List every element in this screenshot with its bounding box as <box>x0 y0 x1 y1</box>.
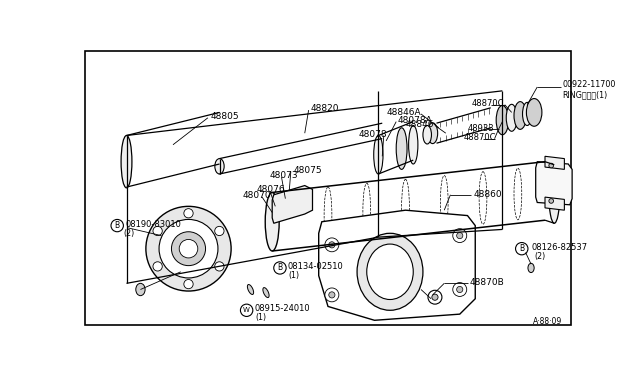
Text: 48860: 48860 <box>474 189 502 199</box>
Circle shape <box>329 292 335 298</box>
Circle shape <box>111 219 124 232</box>
Ellipse shape <box>367 244 413 299</box>
Polygon shape <box>545 156 564 169</box>
Text: B: B <box>277 263 282 272</box>
Circle shape <box>428 290 442 304</box>
Ellipse shape <box>528 263 534 273</box>
Text: (1): (1) <box>255 314 266 323</box>
Ellipse shape <box>527 99 542 126</box>
Ellipse shape <box>428 123 438 144</box>
Circle shape <box>184 279 193 289</box>
Circle shape <box>184 209 193 218</box>
Text: 48070: 48070 <box>243 191 271 200</box>
Text: 48078: 48078 <box>359 130 388 139</box>
Ellipse shape <box>136 283 145 296</box>
Polygon shape <box>545 197 564 210</box>
Circle shape <box>172 232 205 266</box>
Text: (2): (2) <box>123 229 134 238</box>
Polygon shape <box>319 210 476 320</box>
Ellipse shape <box>248 285 253 295</box>
Ellipse shape <box>121 135 132 188</box>
Polygon shape <box>536 162 572 205</box>
Circle shape <box>457 232 463 239</box>
Ellipse shape <box>408 125 418 164</box>
Text: W: W <box>243 307 250 313</box>
Circle shape <box>452 283 467 296</box>
Text: (2): (2) <box>535 252 546 261</box>
Circle shape <box>153 226 163 235</box>
Ellipse shape <box>396 128 407 169</box>
Circle shape <box>549 199 554 203</box>
Text: 08915-24010: 08915-24010 <box>254 304 310 313</box>
Text: 48870C: 48870C <box>463 133 496 142</box>
Circle shape <box>325 288 339 302</box>
Circle shape <box>241 304 253 317</box>
Ellipse shape <box>506 104 517 131</box>
Circle shape <box>452 229 467 243</box>
Circle shape <box>274 262 286 274</box>
Text: 48076: 48076 <box>257 185 285 194</box>
Polygon shape <box>272 186 312 223</box>
Text: 48933: 48933 <box>467 124 494 133</box>
Text: 48870B: 48870B <box>470 278 504 287</box>
Circle shape <box>549 163 554 168</box>
Text: 48805: 48805 <box>210 112 239 121</box>
Text: 48820: 48820 <box>311 104 339 113</box>
Text: B: B <box>115 221 120 230</box>
Circle shape <box>457 286 463 293</box>
Circle shape <box>329 242 335 248</box>
Ellipse shape <box>357 233 423 310</box>
Text: 48078A: 48078A <box>397 116 433 125</box>
Ellipse shape <box>423 125 431 144</box>
Text: 08190-83010: 08190-83010 <box>125 219 182 228</box>
Ellipse shape <box>496 106 509 135</box>
Text: B: B <box>519 244 524 253</box>
Text: 48846A: 48846A <box>386 108 420 117</box>
Circle shape <box>432 294 438 300</box>
Text: A·88·09: A·88·09 <box>532 317 562 326</box>
Ellipse shape <box>549 165 560 223</box>
Ellipse shape <box>263 288 269 298</box>
Circle shape <box>159 219 218 278</box>
Circle shape <box>215 226 224 235</box>
Ellipse shape <box>215 158 224 174</box>
Circle shape <box>516 243 528 255</box>
Text: 08134-02510: 08134-02510 <box>288 262 344 271</box>
Text: 48075: 48075 <box>293 166 322 174</box>
Text: 00922-11700: 00922-11700 <box>562 80 616 89</box>
Text: 48846: 48846 <box>406 120 434 129</box>
Circle shape <box>215 262 224 271</box>
Circle shape <box>179 240 198 258</box>
Text: (1): (1) <box>289 271 300 280</box>
Ellipse shape <box>522 102 532 125</box>
Text: RINGリング(1): RINGリング(1) <box>562 90 607 99</box>
Ellipse shape <box>374 135 383 174</box>
Circle shape <box>325 238 339 252</box>
Text: 48870C: 48870C <box>472 99 504 108</box>
Text: 08126-82537: 08126-82537 <box>531 243 587 251</box>
Ellipse shape <box>265 192 279 251</box>
Ellipse shape <box>514 102 527 129</box>
Text: 48073: 48073 <box>269 171 298 180</box>
Circle shape <box>153 262 163 271</box>
Circle shape <box>146 206 231 291</box>
